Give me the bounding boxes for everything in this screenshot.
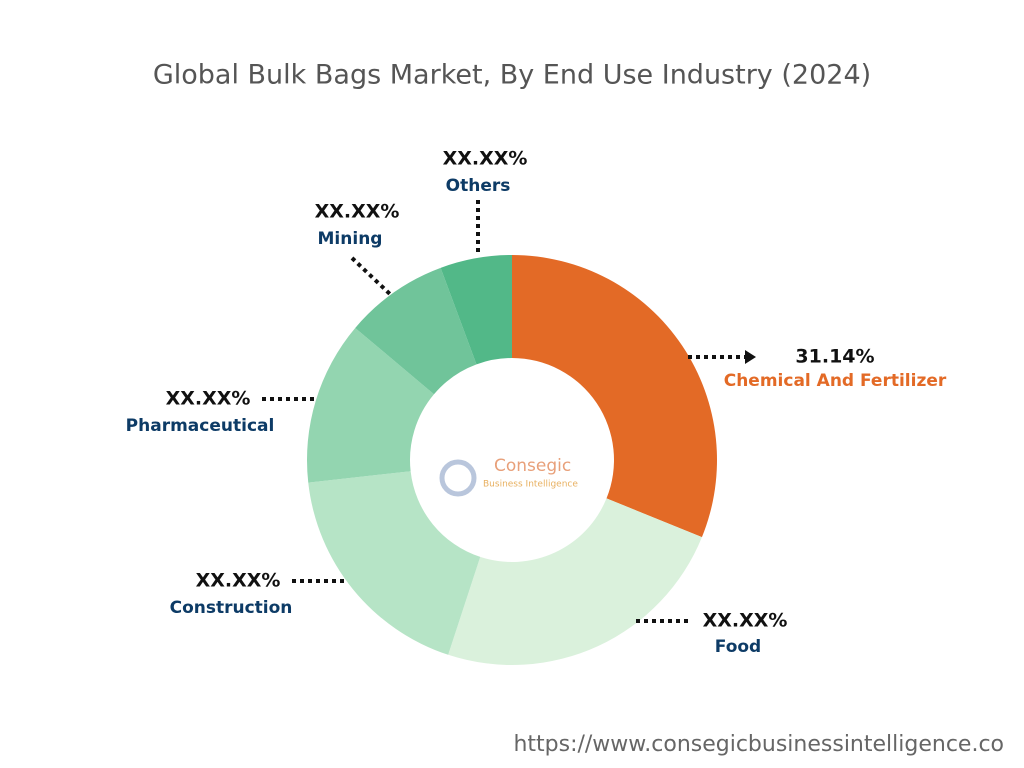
category-label: Pharmaceutical [126,416,275,436]
donut-slice [512,255,717,538]
category-label: Construction [170,598,293,618]
donut-slice [355,267,477,395]
donut-slice [448,498,702,665]
donut-slice [306,327,434,483]
leader-line [350,256,394,298]
value-label: XX.XX% [703,610,788,632]
chart-title: Global Bulk Bags Market, By End Use Indu… [153,60,871,91]
category-label: Mining [318,229,383,249]
logo-name: Consegic [494,456,571,476]
donut-slice [308,471,481,655]
value-label: XX.XX% [443,148,528,170]
logo-tagline: Business Intelligence [483,480,578,490]
logo-icon [439,459,477,497]
donut-slice [440,255,512,365]
logo: Consegic Business Intelligence [439,456,578,497]
value-label: XX.XX% [166,388,251,410]
source-url: https://www.consegicbusinessintelligence… [513,732,1004,757]
leader-arrow [745,350,756,364]
category-label: Chemical And Fertilizer [724,371,947,391]
value-label: XX.XX% [315,201,400,223]
category-label: Others [446,176,511,196]
value-label: 31.14% [795,346,874,368]
value-label: XX.XX% [196,570,281,592]
category-label: Food [715,637,761,657]
